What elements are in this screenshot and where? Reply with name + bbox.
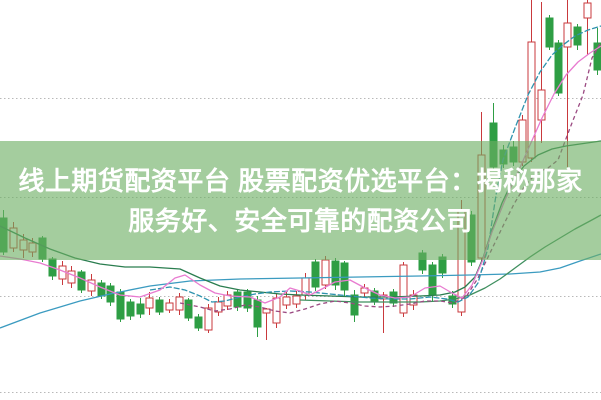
- candlestick-chart: [0, 0, 601, 393]
- promo-chart-image: 线上期货配资平台 股票配资优选平台：揭秘那家 服务好、安全可靠的配资公司: [0, 0, 601, 393]
